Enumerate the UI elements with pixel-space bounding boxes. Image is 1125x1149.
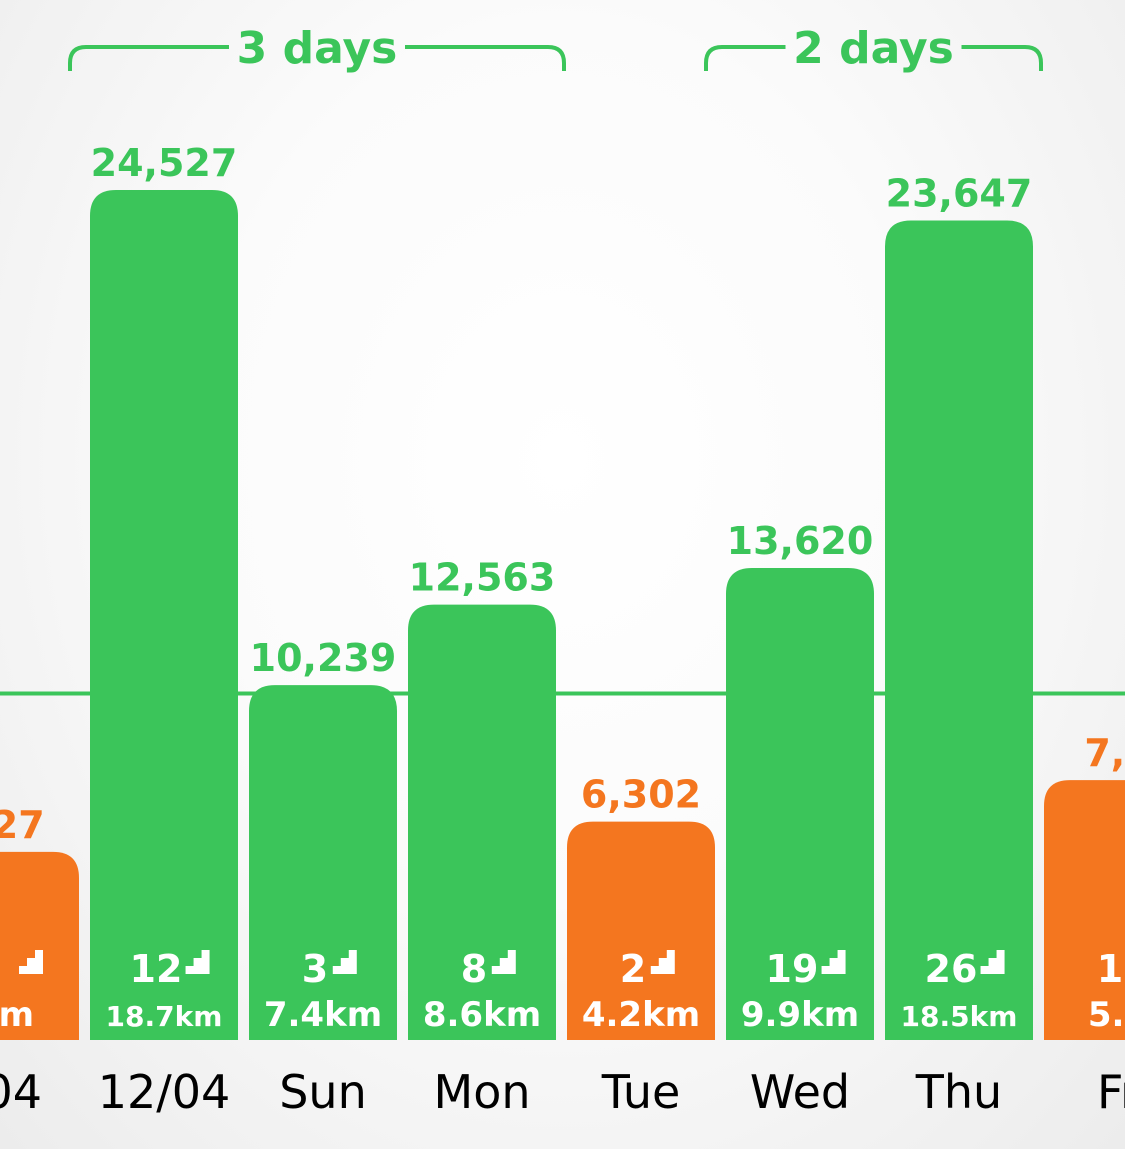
bar-group: 24,527 12 18.7km [90, 141, 238, 1040]
x-axis-labels: /04 12/04 Sun Mon Tue Wed Thu Fr [0, 1065, 1125, 1119]
bar-group: 13,620 199.9km [726, 519, 874, 1040]
streak-label: 3 days [237, 23, 398, 74]
bar-value-label: 10,239 [250, 636, 397, 680]
stairs-icon [332, 950, 357, 974]
flights-label: 12 [130, 947, 183, 991]
bars: 427km24,5271218.7km10,23937.4km12,56388.… [0, 141, 1125, 1040]
bar-group: 12,563 88.6km [408, 556, 556, 1040]
bar [567, 821, 715, 1040]
flights-label: 2 [620, 947, 646, 991]
bar [885, 220, 1033, 1040]
x-tick-label: Sun [279, 1065, 367, 1119]
stairs-icon [185, 950, 210, 974]
bar-value-label: 23,647 [886, 171, 1033, 215]
flights-label: 3 [302, 947, 328, 991]
x-tick-label: 12/04 [98, 1065, 231, 1119]
bar-group: 23,647 26 18.5km [885, 171, 1033, 1040]
stairs-icon [491, 950, 516, 974]
bracket-left [704, 45, 786, 71]
bar-value-label: 12,563 [409, 556, 556, 600]
bracket-right [405, 45, 566, 71]
streak-bracket: 3 days [68, 23, 566, 74]
bar-value-label: 7,5 [1084, 731, 1125, 775]
flights-label: 8 [461, 947, 487, 991]
x-tick-label: /04 [0, 1065, 42, 1119]
bar [0, 851, 79, 1040]
bar-value-label: 427 [0, 803, 45, 847]
stairs-icon [821, 950, 846, 974]
x-tick-label: Tue [601, 1065, 681, 1119]
bar [249, 685, 397, 1040]
bar [1044, 780, 1125, 1040]
x-tick-label: Mon [434, 1065, 531, 1119]
distance-label: km [0, 995, 34, 1035]
bracket-right [961, 45, 1043, 71]
distance-label: 7.4km [264, 995, 382, 1035]
stairs-icon [650, 950, 675, 974]
x-tick-label: Wed [750, 1065, 850, 1119]
stairs-icon [19, 950, 43, 974]
x-tick-label: Fr [1097, 1065, 1125, 1119]
bar-group: 427 km [0, 803, 79, 1040]
bracket-left [68, 45, 229, 71]
distance-label: 9.9km [741, 995, 859, 1035]
streak-label: 2 days [793, 23, 954, 74]
x-tick-label: Thu [915, 1065, 1002, 1119]
streak-brackets: 3 days 2 days [68, 23, 1043, 74]
bar-value-label: 24,527 [91, 141, 238, 185]
flights-label: 19 [766, 947, 819, 991]
bar [408, 604, 556, 1040]
bar-value-label: 6,302 [581, 773, 701, 817]
flights-label: 1 [1097, 947, 1123, 991]
distance-label: 8.6km [423, 995, 541, 1035]
bar-group: 10,239 37.4km [249, 636, 397, 1040]
bar-group: 6,302 24.2km [567, 773, 715, 1040]
flights-label: 26 [925, 947, 978, 991]
distance-label: 18.5km [901, 1000, 1018, 1033]
distance-label: 4.2km [582, 995, 700, 1035]
bar-value-label: 13,620 [727, 519, 874, 563]
distance-label: 5.5 [1088, 995, 1125, 1035]
stairs-icon [980, 950, 1005, 974]
bar [90, 190, 238, 1040]
streak-bracket: 2 days [704, 23, 1043, 74]
bar-group: 7,5 1 5.5 [1044, 731, 1125, 1040]
distance-label: 18.7km [106, 1000, 223, 1033]
bar [726, 567, 874, 1040]
